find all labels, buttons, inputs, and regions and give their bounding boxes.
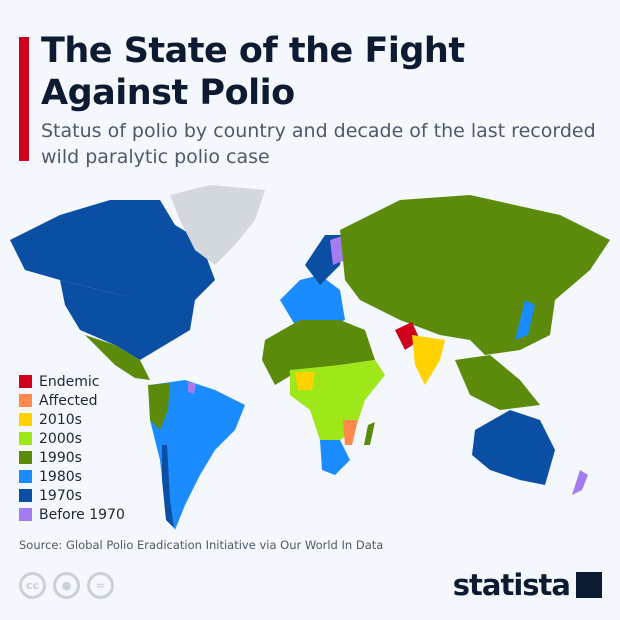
legend: Endemic Affected 2010s 2000s 1990s 1980s… xyxy=(19,372,125,524)
region-europe xyxy=(280,275,345,330)
legend-item-before-1970: Before 1970 xyxy=(19,505,125,524)
license-icons: cc ● = xyxy=(19,572,114,599)
legend-label: Endemic xyxy=(39,373,100,390)
region-south-america-west xyxy=(148,383,170,430)
page-title: The State of the Fight Against Polio xyxy=(41,31,465,113)
region-india xyxy=(412,335,445,385)
legend-swatch xyxy=(19,432,32,445)
legend-item-2000s: 2000s xyxy=(19,429,125,448)
region-mozambique xyxy=(343,420,358,445)
region-greenland xyxy=(170,185,265,265)
by-icon[interactable]: ● xyxy=(53,572,80,599)
world-map xyxy=(10,185,610,530)
page-subtitle: Status of polio by country and decade of… xyxy=(41,120,596,168)
region-russia-asia xyxy=(340,195,610,355)
region-mexico-central xyxy=(85,335,150,380)
legend-item-endemic: Endemic xyxy=(19,372,125,391)
legend-item-1990s: 1990s xyxy=(19,448,125,467)
legend-label: 1980s xyxy=(39,468,82,485)
legend-item-1980s: 1980s xyxy=(19,467,125,486)
region-australia xyxy=(472,410,555,485)
region-usa xyxy=(60,280,195,360)
region-nigeria xyxy=(295,372,315,390)
region-south-america xyxy=(150,380,245,530)
legend-swatch xyxy=(19,508,32,521)
legend-swatch xyxy=(19,489,32,502)
accent-bar xyxy=(19,37,29,161)
region-canada xyxy=(10,200,215,300)
legend-swatch xyxy=(19,413,32,426)
legend-label: Affected xyxy=(39,392,98,409)
brand-name: statista xyxy=(452,568,571,602)
region-africa-south xyxy=(320,440,350,475)
region-africa-central xyxy=(290,360,385,440)
region-guiana xyxy=(188,382,196,394)
legend-label: 1970s xyxy=(39,487,82,504)
statista-logo[interactable]: statista xyxy=(453,568,602,602)
legend-label: 1990s xyxy=(39,449,82,466)
legend-label: 2000s xyxy=(39,430,82,447)
legend-item-2010s: 2010s xyxy=(19,410,125,429)
legend-label: Before 1970 xyxy=(39,506,125,523)
statista-logo-icon xyxy=(576,572,602,598)
region-new-zealand xyxy=(572,470,588,495)
legend-swatch xyxy=(19,394,32,407)
region-southeast-asia xyxy=(455,355,540,410)
legend-label: 2010s xyxy=(39,411,82,428)
legend-swatch xyxy=(19,375,32,388)
legend-item-1970s: 1970s xyxy=(19,486,125,505)
cc-icon[interactable]: cc xyxy=(19,572,46,599)
nd-icon[interactable]: = xyxy=(87,572,114,599)
region-africa-north xyxy=(262,320,375,385)
region-madagascar xyxy=(364,422,375,445)
legend-swatch xyxy=(19,451,32,464)
region-chile xyxy=(162,445,174,528)
region-japan xyxy=(515,300,535,340)
source-note: Source: Global Polio Eradication Initiat… xyxy=(19,538,384,552)
legend-item-affected: Affected xyxy=(19,391,125,410)
legend-swatch xyxy=(19,470,32,483)
